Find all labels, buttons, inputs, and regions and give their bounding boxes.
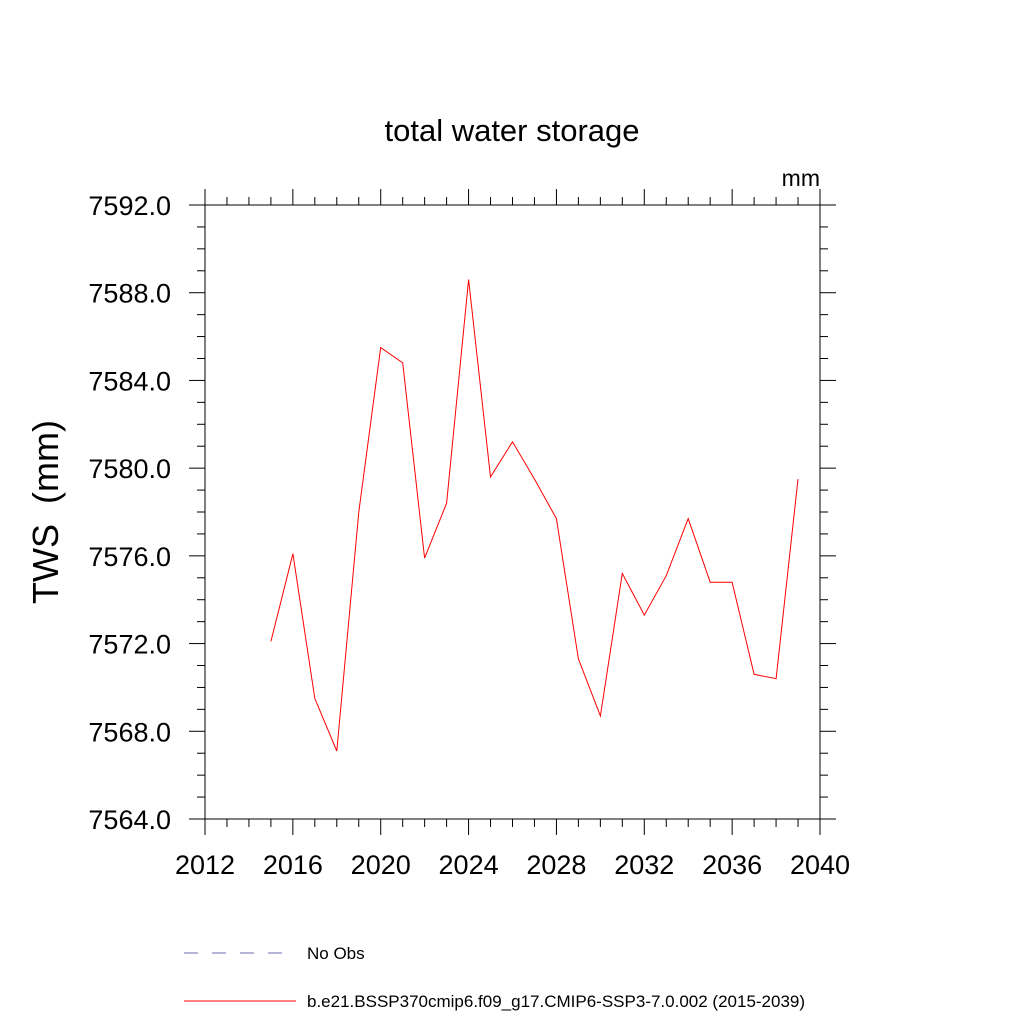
y-tick-label: 7584.0	[88, 366, 171, 396]
legend-label-model: b.e21.BSSP370cmip6.f09_g17.CMIP6-SSP3-7.…	[307, 992, 805, 1011]
y-axis-label: TWS (mm)	[25, 420, 66, 604]
x-tick-labels: 2012 2016 2020 2024 2028 2032 2036 2040	[175, 850, 850, 880]
y-tick-label: 7580.0	[88, 454, 171, 484]
series-line-model	[270, 279, 799, 752]
x-tick-label: 2016	[263, 850, 323, 880]
minor-ticks	[197, 197, 828, 827]
plot-frame	[204, 204, 821, 820]
y-tick-label: 7592.0	[88, 191, 171, 221]
y-tick-label: 7568.0	[88, 717, 171, 747]
y-tick-label: 7572.0	[88, 630, 171, 660]
units-label: mm	[782, 165, 820, 191]
y-tick-label: 7588.0	[88, 279, 171, 309]
legend-label-no-obs: No Obs	[307, 944, 365, 963]
x-tick-label: 2024	[439, 850, 499, 880]
y-tick-label: 7576.0	[88, 542, 171, 572]
x-tick-label: 2012	[175, 850, 235, 880]
y-tick-labels: 7564.0 7568.0 7572.0 7576.0 7580.0 7584.0 7588…	[88, 191, 171, 835]
major-ticks	[189, 189, 836, 835]
x-tick-label: 2020	[351, 850, 411, 880]
y-tick-label: 7564.0	[88, 805, 171, 835]
x-tick-label: 2036	[702, 850, 762, 880]
series-lines	[270, 279, 799, 752]
chart-title: total water storage	[384, 113, 639, 148]
x-tick-label: 2040	[790, 850, 850, 880]
legend: No Obs b.e21.BSSP370cmip6.f09_g17.CMIP6-…	[184, 944, 805, 1011]
x-tick-label: 2028	[526, 850, 586, 880]
x-tick-label: 2032	[614, 850, 674, 880]
